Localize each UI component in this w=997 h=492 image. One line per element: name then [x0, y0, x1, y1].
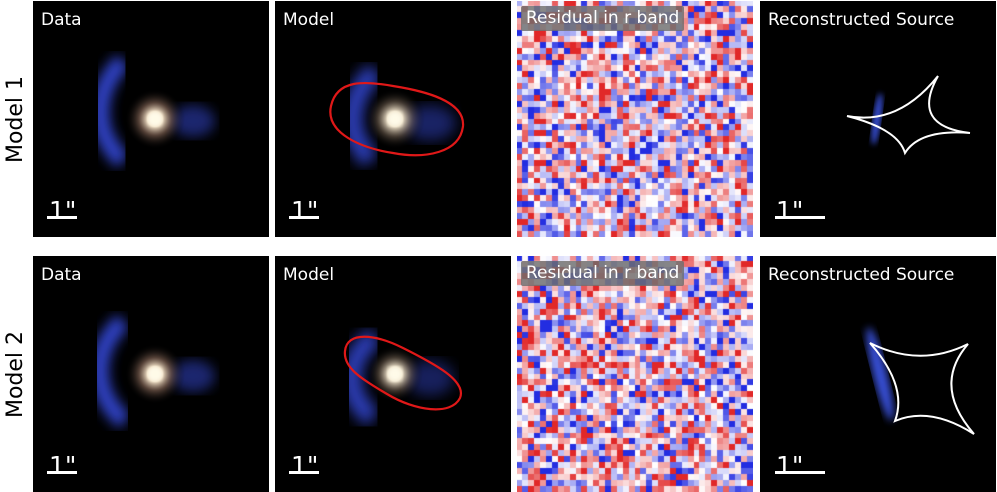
- scale-label: 1": [49, 451, 77, 480]
- row-label-model-2: Model 2: [3, 330, 29, 418]
- scale-label: 1": [49, 196, 77, 225]
- residual-map: [517, 256, 753, 492]
- model-image: [341, 328, 463, 427]
- scale-label: 1": [291, 451, 319, 480]
- data-panel: Data 1": [33, 256, 269, 492]
- panel-title: Data: [41, 10, 82, 30]
- scale-bar: [47, 216, 77, 219]
- panel-title: Reconstructed Source: [768, 265, 955, 285]
- data-image: [90, 314, 215, 429]
- source-panel: Reconstructed Source 1": [760, 1, 996, 237]
- scale-bar: [289, 471, 319, 474]
- panel-title: Model: [283, 265, 335, 285]
- scale-label: 1": [291, 196, 319, 225]
- source-image: [846, 75, 971, 156]
- data-image: [91, 54, 215, 168]
- scale-bar: [289, 216, 319, 219]
- scale-bar: [47, 471, 77, 474]
- panel-title: Model: [283, 10, 335, 30]
- residual-panel: Residual in r band: [517, 256, 753, 492]
- residual-map: [517, 1, 753, 237]
- scale-label: 1": [776, 196, 804, 225]
- source-panel: Reconstructed Source 1": [760, 256, 996, 492]
- data-panel: Data 1": [33, 1, 269, 237]
- residual-panel: Residual in r band: [517, 1, 753, 237]
- panel-title: Residual in r band: [521, 6, 685, 31]
- model-panel: Model 1": [275, 1, 511, 237]
- critical-curve: [343, 335, 463, 411]
- row-label-model-1: Model 1: [3, 75, 29, 163]
- model-image: [329, 63, 465, 167]
- source-image: [866, 327, 975, 435]
- caustic: [869, 342, 975, 435]
- scale-bar: [775, 216, 825, 219]
- caustic: [846, 75, 971, 156]
- panel-title: Residual in r band: [521, 261, 685, 286]
- panel-title: Reconstructed Source: [768, 10, 955, 30]
- scale-label: 1": [776, 451, 804, 480]
- critical-curve: [329, 81, 465, 157]
- model-panel: Model 1": [275, 256, 511, 492]
- scale-bar: [775, 471, 825, 474]
- panel-title: Data: [41, 265, 82, 285]
